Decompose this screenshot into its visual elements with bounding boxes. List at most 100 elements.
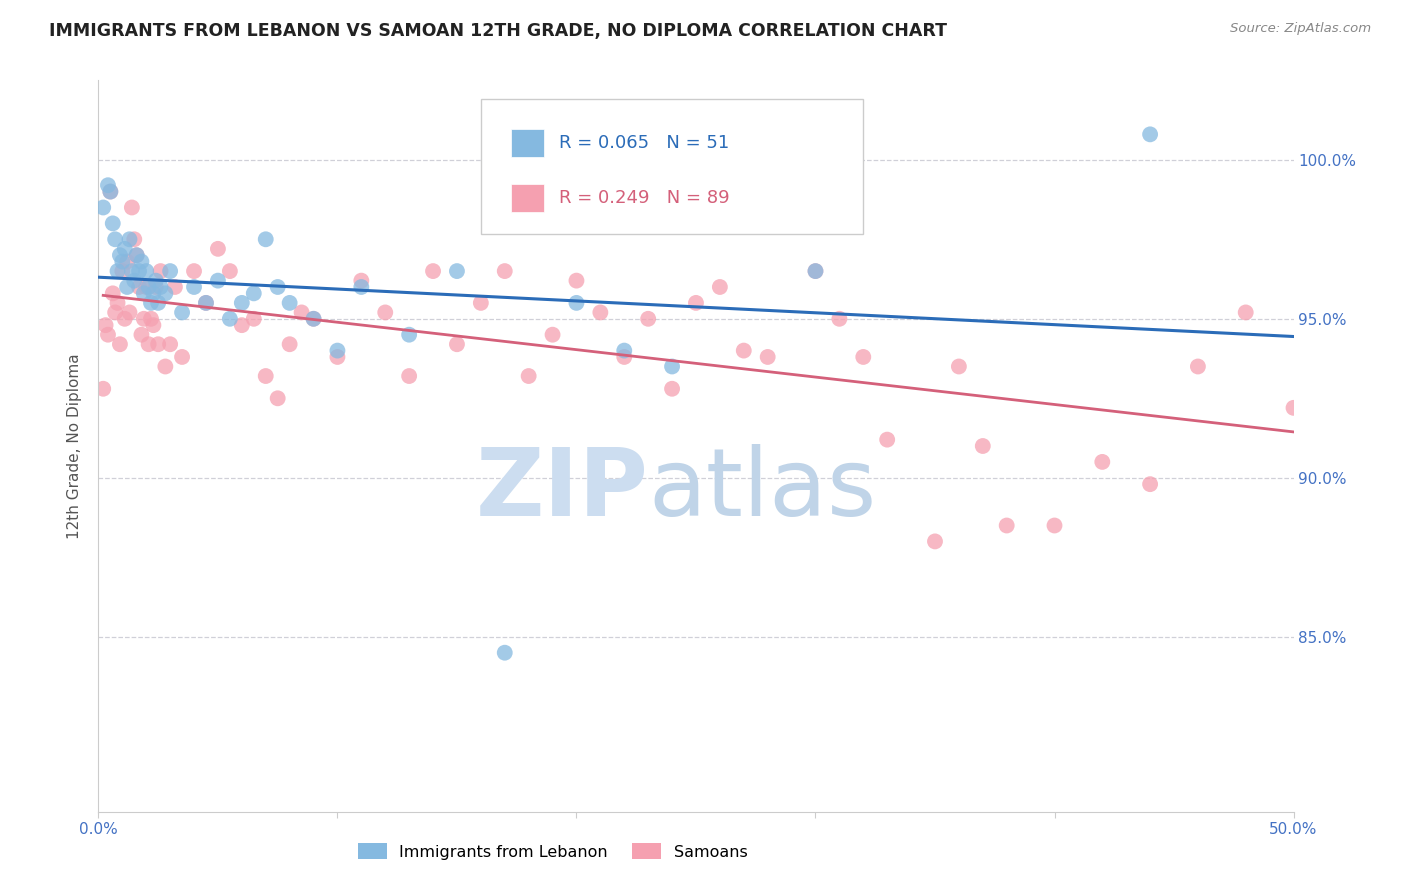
Point [302, 311, 325, 326]
Point [517, 369, 540, 384]
Point [207, 242, 229, 256]
Point [733, 343, 755, 358]
Point [1091, 455, 1114, 469]
Point [1282, 401, 1305, 415]
Point [194, 296, 218, 310]
Point [589, 305, 612, 319]
Point [135, 280, 157, 294]
Point [138, 280, 160, 294]
Point [494, 264, 516, 278]
Point [565, 296, 588, 310]
Point [243, 286, 266, 301]
Point [398, 369, 420, 384]
Point [172, 350, 194, 364]
Point [995, 518, 1018, 533]
Point [121, 201, 143, 215]
Point [124, 274, 146, 288]
Point [278, 337, 301, 351]
Point [1139, 477, 1161, 491]
Point [422, 264, 444, 278]
Point [114, 242, 136, 256]
Point [613, 343, 636, 358]
Point [1234, 305, 1257, 319]
FancyBboxPatch shape [481, 99, 863, 234]
Point [91, 382, 114, 396]
Point [155, 359, 177, 374]
Point [326, 350, 349, 364]
Point [613, 350, 636, 364]
Y-axis label: 12th Grade, No Diploma: 12th Grade, No Diploma [67, 353, 83, 539]
Point [163, 280, 186, 294]
Point [852, 350, 875, 364]
Point [756, 350, 779, 364]
Point [254, 369, 277, 384]
Point [278, 296, 301, 310]
Point [948, 359, 970, 374]
Point [124, 232, 146, 246]
Point [172, 305, 194, 319]
Point [159, 264, 181, 278]
Point [111, 264, 134, 278]
Bar [510, 129, 544, 157]
Text: atlas: atlas [648, 444, 876, 536]
Point [494, 646, 516, 660]
Point [290, 305, 312, 319]
Point [302, 311, 325, 326]
Point [1043, 518, 1066, 533]
Point [101, 216, 124, 230]
Point [91, 201, 114, 215]
Point [350, 280, 373, 294]
Point [231, 296, 253, 310]
Point [231, 318, 253, 333]
Point [661, 359, 683, 374]
Point [114, 311, 136, 326]
Point [804, 264, 827, 278]
Point [565, 274, 588, 288]
Point [155, 286, 177, 301]
Point [149, 280, 172, 294]
Point [207, 274, 229, 288]
Text: R = 0.065   N = 51: R = 0.065 N = 51 [558, 134, 728, 153]
Point [128, 280, 150, 294]
Point [149, 264, 172, 278]
Point [118, 305, 141, 319]
Point [128, 264, 150, 278]
Point [139, 311, 162, 326]
Point [326, 343, 349, 358]
Point [97, 178, 120, 193]
Point [97, 327, 120, 342]
Point [139, 296, 162, 310]
Point [132, 286, 155, 301]
Text: Source: ZipAtlas.com: Source: ZipAtlas.com [1230, 22, 1371, 36]
Point [101, 286, 124, 301]
Point [398, 327, 420, 342]
Point [804, 264, 827, 278]
Point [661, 382, 683, 396]
Point [876, 433, 898, 447]
Point [108, 337, 131, 351]
Point [374, 305, 396, 319]
Point [828, 311, 851, 326]
Point [243, 311, 266, 326]
Point [132, 311, 155, 326]
Point [446, 337, 468, 351]
Point [125, 248, 148, 262]
Point [219, 264, 242, 278]
Point [470, 296, 492, 310]
Point [194, 296, 218, 310]
Point [107, 296, 129, 310]
Point [1139, 128, 1161, 142]
Point [148, 296, 170, 310]
Point [107, 264, 129, 278]
Point [121, 264, 143, 278]
Point [98, 185, 122, 199]
Point [98, 185, 122, 199]
Point [104, 305, 127, 319]
Point [108, 248, 131, 262]
Point [685, 296, 707, 310]
Point [135, 264, 157, 278]
Point [637, 311, 659, 326]
Point [142, 318, 165, 333]
Point [115, 254, 138, 268]
Point [267, 392, 290, 406]
